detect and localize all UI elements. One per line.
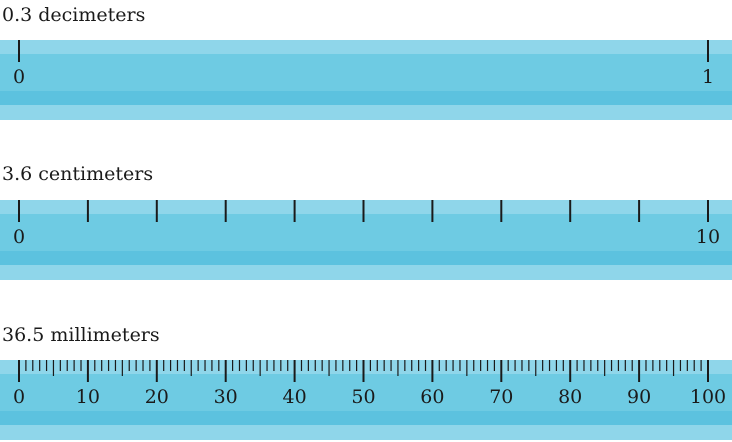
tick-label: 60 bbox=[420, 386, 444, 408]
ruler-stripe bbox=[0, 251, 732, 265]
tick-label: 20 bbox=[145, 386, 169, 408]
tick-label: 1 bbox=[702, 66, 714, 88]
tick-label: 50 bbox=[351, 386, 375, 408]
ruler-bottom-band bbox=[0, 265, 732, 280]
ruler-top-band bbox=[0, 200, 732, 214]
ruler-top-band bbox=[0, 360, 732, 374]
tick-label: 10 bbox=[76, 386, 100, 408]
ruler-bottom-band bbox=[0, 105, 732, 120]
ruler-bottom-band bbox=[0, 425, 732, 440]
tick-label: 0 bbox=[13, 66, 25, 88]
tick-label: 30 bbox=[214, 386, 238, 408]
ruler-mm-caption: 36.5 millimeters bbox=[2, 324, 160, 346]
ruler-top-band bbox=[0, 40, 732, 54]
tick-label: 10 bbox=[696, 226, 720, 248]
tick-label: 100 bbox=[690, 386, 726, 408]
tick-label: 0 bbox=[13, 386, 25, 408]
ruler-graphic: 0 10 bbox=[0, 200, 732, 280]
tick-label: 40 bbox=[283, 386, 307, 408]
ruler-stripe bbox=[0, 411, 732, 425]
tick-label: 90 bbox=[627, 386, 651, 408]
tick-label: 0 bbox=[13, 226, 25, 248]
ruler-mm: 0 10 20 30 40 50 60 70 80 90 100 bbox=[0, 360, 732, 440]
ruler-dm-caption: 0.3 decimeters bbox=[2, 4, 146, 26]
ruler-cm: 0 10 bbox=[0, 200, 732, 280]
ruler-graphic: 0 10 20 30 40 50 60 70 80 90 100 bbox=[0, 360, 732, 440]
ruler-cm-caption: 3.6 centimeters bbox=[2, 163, 154, 185]
ruler-stripe bbox=[0, 91, 732, 105]
tick-label: 70 bbox=[489, 386, 513, 408]
tick-label: 80 bbox=[558, 386, 582, 408]
